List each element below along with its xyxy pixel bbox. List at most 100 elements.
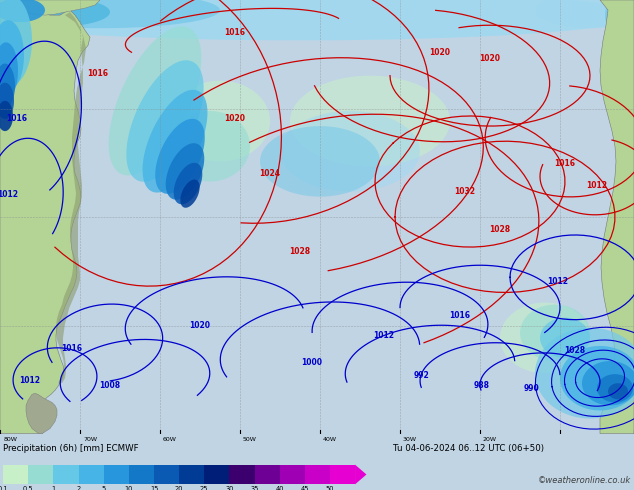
Text: 1016: 1016 xyxy=(6,114,27,123)
Polygon shape xyxy=(0,20,24,91)
Text: 1012: 1012 xyxy=(586,181,607,190)
Polygon shape xyxy=(126,60,204,182)
Polygon shape xyxy=(605,0,634,37)
Text: 1028: 1028 xyxy=(564,346,586,355)
Polygon shape xyxy=(260,126,380,196)
Polygon shape xyxy=(0,101,13,131)
Polygon shape xyxy=(597,374,633,402)
Polygon shape xyxy=(155,119,205,194)
Text: 1012: 1012 xyxy=(373,331,394,340)
Polygon shape xyxy=(26,393,57,434)
Text: 15: 15 xyxy=(150,486,158,490)
Text: 10: 10 xyxy=(125,486,133,490)
Polygon shape xyxy=(143,90,207,193)
Text: 30W: 30W xyxy=(403,437,417,442)
Text: 60W: 60W xyxy=(163,437,177,442)
Text: 1: 1 xyxy=(51,486,56,490)
Polygon shape xyxy=(0,0,45,22)
Text: 1012: 1012 xyxy=(0,190,18,198)
Bar xyxy=(3,465,29,484)
Bar xyxy=(79,465,104,484)
Text: 0.1: 0.1 xyxy=(0,486,8,490)
Text: 70W: 70W xyxy=(83,437,97,442)
Text: 1016: 1016 xyxy=(61,344,82,353)
Polygon shape xyxy=(582,361,634,405)
Text: 990: 990 xyxy=(524,384,540,393)
Text: 1008: 1008 xyxy=(100,381,120,390)
Polygon shape xyxy=(0,0,220,28)
Bar xyxy=(179,465,204,484)
Bar xyxy=(29,465,53,484)
Polygon shape xyxy=(280,111,420,192)
Polygon shape xyxy=(170,81,270,161)
Text: 1020: 1020 xyxy=(224,114,245,123)
Polygon shape xyxy=(520,305,590,361)
Polygon shape xyxy=(165,143,204,200)
Text: 40W: 40W xyxy=(323,437,337,442)
Text: 25: 25 xyxy=(200,486,209,490)
Polygon shape xyxy=(535,328,634,418)
Text: 1028: 1028 xyxy=(489,225,510,234)
Bar xyxy=(129,465,154,484)
Text: 5: 5 xyxy=(101,486,106,490)
Polygon shape xyxy=(0,0,100,15)
Text: Precipitation (6h) [mm] ECMWF: Precipitation (6h) [mm] ECMWF xyxy=(3,444,139,453)
Polygon shape xyxy=(535,0,634,28)
Polygon shape xyxy=(0,0,90,434)
Bar xyxy=(230,465,254,484)
Polygon shape xyxy=(600,0,634,434)
Text: 1016: 1016 xyxy=(450,311,470,319)
Bar xyxy=(104,465,129,484)
Polygon shape xyxy=(540,318,590,358)
Polygon shape xyxy=(560,346,634,411)
Polygon shape xyxy=(290,75,450,167)
Polygon shape xyxy=(108,26,202,175)
Polygon shape xyxy=(0,0,32,86)
Bar xyxy=(53,465,79,484)
Text: 992: 992 xyxy=(414,371,430,380)
Text: 45: 45 xyxy=(301,486,309,490)
Text: 2: 2 xyxy=(77,486,81,490)
Text: 20W: 20W xyxy=(482,437,496,442)
Polygon shape xyxy=(56,12,86,383)
Text: 1012: 1012 xyxy=(20,376,41,385)
Text: 50: 50 xyxy=(326,486,334,490)
Polygon shape xyxy=(0,0,634,40)
Text: 1012: 1012 xyxy=(548,277,569,286)
Text: 1016: 1016 xyxy=(555,159,576,169)
Text: 40: 40 xyxy=(275,486,284,490)
Polygon shape xyxy=(170,111,250,181)
Text: 1028: 1028 xyxy=(290,247,311,256)
Text: 1032: 1032 xyxy=(455,187,476,196)
Polygon shape xyxy=(0,42,18,99)
Text: 30: 30 xyxy=(225,486,233,490)
Text: 0.5: 0.5 xyxy=(23,486,34,490)
Text: 20: 20 xyxy=(175,486,183,490)
Text: 1020: 1020 xyxy=(479,53,500,63)
Polygon shape xyxy=(608,383,628,399)
Polygon shape xyxy=(0,0,110,27)
Text: 35: 35 xyxy=(250,486,259,490)
Bar xyxy=(204,465,230,484)
Polygon shape xyxy=(355,465,366,484)
Text: 988: 988 xyxy=(474,381,490,390)
Text: 1020: 1020 xyxy=(190,321,210,330)
Polygon shape xyxy=(0,83,14,119)
Polygon shape xyxy=(174,163,202,204)
Bar xyxy=(254,465,280,484)
Polygon shape xyxy=(181,179,200,208)
Text: 1024: 1024 xyxy=(259,170,280,178)
Bar xyxy=(330,465,355,484)
Polygon shape xyxy=(500,302,590,373)
Text: ©weatheronline.co.uk: ©weatheronline.co.uk xyxy=(538,476,631,486)
Bar xyxy=(154,465,179,484)
Text: Tu 04-06-2024 06..12 UTC (06+50): Tu 04-06-2024 06..12 UTC (06+50) xyxy=(393,444,544,453)
Text: 50W: 50W xyxy=(243,437,257,442)
Text: 1020: 1020 xyxy=(429,49,451,57)
Text: 1016: 1016 xyxy=(87,69,108,77)
Bar xyxy=(305,465,330,484)
Text: 1000: 1000 xyxy=(302,358,323,367)
Polygon shape xyxy=(0,64,15,108)
Text: 1016: 1016 xyxy=(224,28,245,37)
Bar xyxy=(280,465,305,484)
